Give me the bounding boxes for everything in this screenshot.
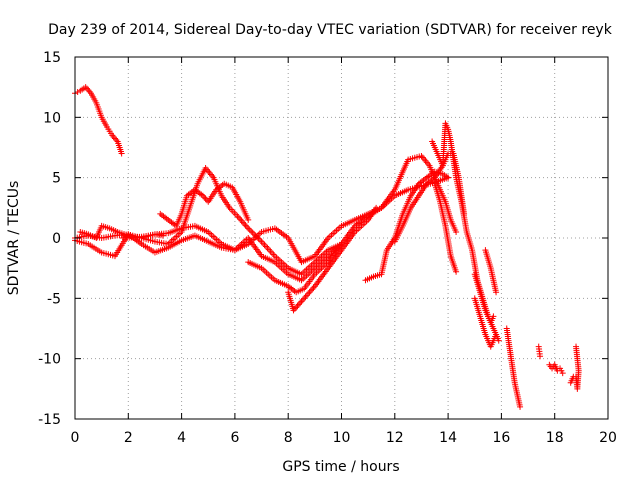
data-points <box>72 84 582 410</box>
data-point <box>306 289 313 296</box>
data-point <box>111 135 118 142</box>
series-track-d <box>119 174 452 266</box>
grid-lines <box>75 57 608 419</box>
y-tick-label: 15 <box>43 50 61 66</box>
data-point <box>297 299 304 306</box>
series-track-m <box>471 295 500 350</box>
data-point <box>239 219 246 226</box>
data-point <box>241 220 248 227</box>
data-point <box>245 225 252 232</box>
data-point <box>305 290 312 297</box>
y-tick-label: 5 <box>52 171 61 187</box>
axis-ticks: 0 2 4 6 8 10 12 14 16 18 20 -15 -10 -5 0 5 10 15 <box>38 50 617 446</box>
y-tick-label: 10 <box>43 110 61 126</box>
series-track-c <box>72 231 345 284</box>
data-point <box>242 222 249 229</box>
y-tick-label: 0 <box>52 231 61 247</box>
x-tick-label: 8 <box>284 430 293 446</box>
data-point <box>453 228 460 235</box>
data-point <box>299 296 306 303</box>
x-tick-label: 6 <box>230 430 239 446</box>
data-point <box>453 268 460 275</box>
x-tick-label: 4 <box>177 430 186 446</box>
series-track-r <box>546 361 566 377</box>
series-track-g <box>245 152 460 296</box>
data-point <box>309 286 316 293</box>
series-track-e <box>77 222 166 241</box>
data-point <box>559 370 566 377</box>
x-tick-label: 14 <box>439 430 457 446</box>
series-track-o <box>482 247 500 296</box>
data-point <box>249 229 256 236</box>
data-point <box>118 150 125 157</box>
series-track-l <box>431 180 460 275</box>
data-point <box>495 337 502 344</box>
data-point <box>201 194 208 201</box>
y-axis-label: SDTVAR / TECUs <box>6 181 22 296</box>
series-track-n <box>471 271 497 326</box>
data-point <box>493 289 500 296</box>
y-tick-label: -10 <box>38 352 61 368</box>
data-point <box>110 133 117 140</box>
series-track-f <box>157 180 252 229</box>
data-point <box>573 343 580 350</box>
data-point <box>293 304 300 311</box>
series-track-s <box>567 343 582 392</box>
data-point <box>83 85 90 92</box>
y-tick-label: -5 <box>47 291 61 307</box>
x-tick-label: 20 <box>599 430 617 446</box>
data-point <box>237 216 244 223</box>
data-point <box>517 403 524 410</box>
data-point <box>301 295 308 302</box>
data-point <box>303 292 310 299</box>
data-point <box>490 313 497 320</box>
data-point <box>238 217 245 224</box>
data-point <box>307 287 314 294</box>
series-track-h <box>285 204 380 314</box>
series-track-q <box>535 343 544 360</box>
data-point <box>235 214 242 221</box>
y-tick-label: -15 <box>38 412 61 428</box>
x-axis-label: GPS time / hours <box>282 459 399 475</box>
data-point <box>257 237 264 244</box>
data-point <box>298 298 305 305</box>
data-point <box>537 353 544 360</box>
data-point <box>248 228 255 235</box>
x-tick-label: 12 <box>386 430 404 446</box>
chart-title: Day 239 of 2014, Sidereal Day-to-day VTE… <box>48 22 613 38</box>
data-point <box>159 232 166 239</box>
data-point <box>295 301 302 308</box>
data-point <box>243 223 250 230</box>
series-track-a <box>72 84 125 157</box>
x-tick-label: 16 <box>492 430 510 446</box>
series-track-p <box>503 325 524 410</box>
data-point <box>493 331 500 338</box>
data-point <box>302 293 309 300</box>
series-track-k <box>429 120 502 344</box>
x-tick-label: 2 <box>124 430 133 446</box>
data-point <box>445 174 452 181</box>
x-tick-label: 0 <box>71 430 80 446</box>
x-tick-label: 18 <box>546 430 564 446</box>
data-point <box>245 216 252 223</box>
data-point <box>373 204 380 211</box>
data-point <box>246 226 253 233</box>
x-tick-label: 10 <box>333 430 351 446</box>
data-point <box>74 88 81 95</box>
